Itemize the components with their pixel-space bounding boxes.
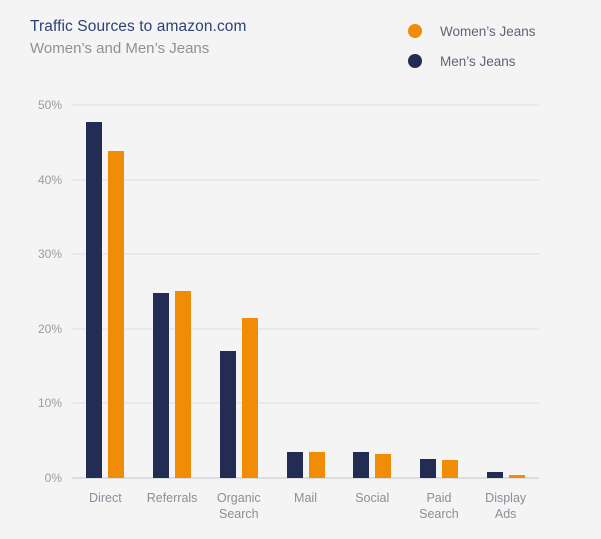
x-tick-label-social: Social — [355, 491, 390, 505]
x-tick-label-direct: Direct — [89, 491, 122, 505]
plot-area: 50% 40% 30% 20% 10% 0% Direct Referrals Organic… — [38, 98, 539, 521]
y-tick-label-0: 0% — [44, 471, 62, 485]
y-tick-label-50: 50% — [37, 98, 62, 112]
bar-women-s-jeans-direct — [108, 151, 125, 478]
legend-item-women-s-jeans: Women’s Jeans — [408, 23, 536, 39]
bar-group-display-ads — [472, 105, 539, 478]
legend-dot-women-s-jeans — [408, 24, 422, 38]
x-tick-label-organic-search: Organic Search — [216, 491, 261, 521]
legend: Women’s Jeans Men’s Jeans — [408, 24, 536, 84]
bar-group-direct — [72, 105, 139, 478]
bar-group-mail — [272, 105, 339, 478]
gridline-20 — [72, 327, 539, 330]
y-tick-label-20: 20% — [37, 321, 62, 336]
bar-women-s-jeans-display-ads — [508, 475, 525, 478]
bar-men-s-jeans-organic-search — [219, 351, 236, 478]
legend-label: Men’s Jeans — [440, 53, 516, 69]
page-title: Traffic Sources to amazon.com — [30, 18, 247, 35]
gridline-50 — [72, 104, 539, 106]
bar-group-paid-search — [406, 105, 473, 478]
x-axis: Direct Referrals Organic Search Mail Social P… — [72, 490, 539, 522]
bar-men-s-jeans-mail — [286, 451, 303, 478]
bar-group-organic-search — [205, 105, 272, 478]
bar-group-referrals — [139, 105, 206, 478]
y-tick-label-40: 40% — [37, 172, 62, 187]
bar-men-s-jeans-display-ads — [486, 472, 503, 478]
bar-men-s-jeans-paid-search — [419, 458, 436, 478]
legend-dot-men-s-jeans — [408, 54, 422, 68]
gridline-40 — [72, 178, 539, 181]
page-subtitle: Women’s and Men’s Jeans — [30, 40, 210, 57]
bars-layer — [72, 105, 539, 478]
y-tick-label-30: 30% — [37, 247, 62, 262]
x-axis-baseline — [72, 477, 539, 479]
bar-women-s-jeans-paid-search — [441, 460, 458, 478]
legend-label: Women’s Jeans — [440, 23, 536, 39]
bar-women-s-jeans-mail — [308, 451, 325, 478]
bar-women-s-jeans-organic-search — [241, 317, 258, 478]
legend-item-men-s-jeans: Men’s Jeans — [408, 53, 536, 69]
bar-women-s-jeans-referrals — [175, 290, 192, 478]
gridline-10 — [72, 402, 539, 405]
bar-men-s-jeans-social — [353, 451, 370, 478]
chart-header: Traffic Sources to amazon.com Women’s an… — [30, 16, 247, 60]
x-tick-label-mail: Mail — [294, 491, 317, 505]
bar-men-s-jeans-direct — [86, 122, 103, 478]
bar-women-s-jeans-social — [375, 454, 392, 478]
gridline-30 — [72, 253, 539, 256]
x-tick-label-paid-search: Paid Search — [419, 491, 459, 521]
x-tick-label-referrals: Referrals — [146, 491, 198, 505]
x-tick-label-display-ads: Display Ads — [485, 491, 527, 521]
bar-men-s-jeans-referrals — [153, 293, 170, 478]
y-tick-label-10: 10% — [37, 396, 62, 411]
bar-group-social — [339, 105, 406, 478]
